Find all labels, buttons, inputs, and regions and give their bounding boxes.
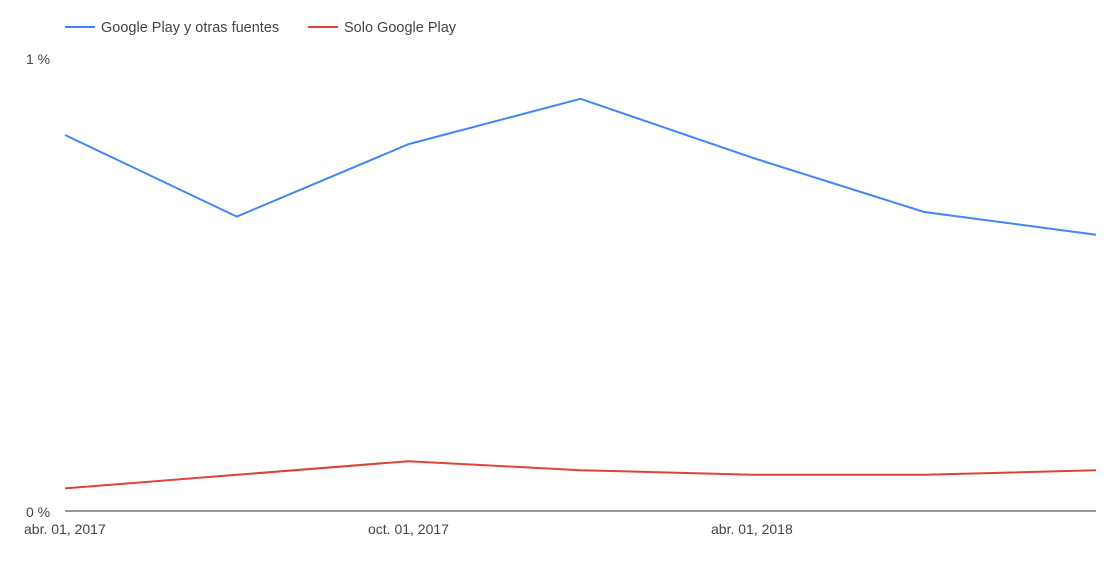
legend-item-0[interactable]: Google Play y otras fuentes — [65, 20, 279, 36]
series-line-solo-google-play — [64, 460, 1097, 490]
legend-label-1: Solo Google Play — [344, 20, 457, 36]
x-tick-label-1: oct. 01, 2017 — [368, 521, 449, 537]
legend-item-1[interactable]: Solo Google Play — [308, 20, 457, 36]
x-tick-label-0: abr. 01, 2017 — [24, 521, 106, 537]
legend: Google Play y otras fuentes Solo Google … — [65, 20, 457, 36]
x-tick-label-2: abr. 01, 2018 — [711, 521, 793, 537]
y-tick-label-min: 0 % — [26, 504, 50, 520]
series-line-google-play-y-otras-fuentes — [64, 97, 1097, 236]
y-tick-label-max: 1 % — [26, 51, 50, 67]
legend-label-0: Google Play y otras fuentes — [101, 20, 279, 36]
